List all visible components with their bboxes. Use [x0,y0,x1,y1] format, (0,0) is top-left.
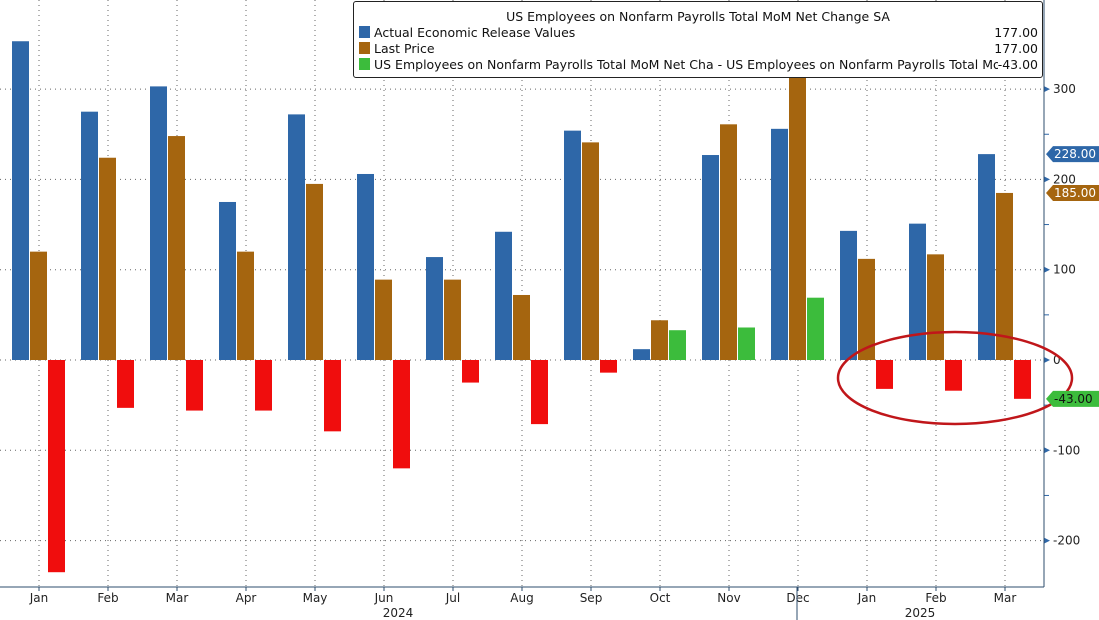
legend-label: Last Price [374,40,435,56]
bar-last-price [168,136,185,360]
tick-mark [1044,357,1050,363]
legend-swatch [359,42,370,54]
tick-mark [1044,176,1050,183]
bar-actual [12,41,29,361]
chart-title: US Employees on Nonfarm Payrolls Total M… [506,9,890,24]
bar-difference [531,360,548,425]
bar-last-price [996,192,1013,360]
legend-item-last-price: Last Price 177.00 [354,40,1042,56]
x-tick-label: Mar [166,591,189,605]
y-tick-label: -200 [1053,534,1080,548]
bar-actual [909,223,926,360]
bar-last-price [651,320,668,360]
bar-last-price [237,251,254,360]
y-tick-label: 100 [1053,263,1076,277]
legend-label: US Employees on Nonfarm Payrolls Total M… [374,56,998,72]
bar-actual [633,349,650,360]
x-tick-label: Sep [580,591,603,605]
legend-item-difference: US Employees on Nonfarm Payrolls Total M… [354,56,1042,72]
bar-difference [669,330,686,360]
bar-actual [840,230,857,360]
bar-actual [978,154,995,360]
bar-actual [426,257,443,360]
y-tick-label: 200 [1053,172,1076,186]
legend-swatch [359,58,370,70]
tick-mark [1044,86,1050,93]
tick-mark [1044,447,1050,454]
bar-actual [357,173,374,360]
y-tick-label: 0 [1053,353,1061,367]
tick-mark [1044,266,1050,273]
year-label: 2025 [905,606,936,620]
bar-difference [117,360,134,408]
bar-last-price [927,254,944,360]
legend-swatch [359,26,370,38]
y-tick-label: 300 [1053,82,1076,96]
bar-last-price [582,142,599,360]
legend: US Employees on Nonfarm Payrolls Total M… [353,1,1043,78]
bar-last-price [858,258,875,360]
legend-label: Actual Economic Release Values [374,24,576,40]
bar-difference [600,360,617,373]
bar-last-price [444,279,461,360]
x-tick-label: Aug [510,591,533,605]
x-tick-label: Nov [717,591,740,605]
bar-actual [288,114,305,360]
x-tick-label: Jan [857,591,877,605]
last-value-tag [1046,184,1099,201]
bar-actual [219,201,236,360]
bar-difference [462,360,479,383]
legend-item-actual: Actual Economic Release Values 177.00 [354,24,1042,40]
tick-mark [1044,537,1050,544]
x-tick-label: Jan [29,591,49,605]
bar-actual [564,130,581,360]
x-tick-label: Dec [786,591,809,605]
bar-actual [81,111,98,360]
bar-actual [150,86,167,361]
bar-difference [255,360,272,411]
bar-difference [807,297,824,360]
bar-difference [1014,360,1031,399]
legend-value: 177.00 [994,40,1038,56]
y-tick-label: -100 [1053,443,1080,457]
bar-difference [48,360,65,573]
bar-difference [945,360,962,391]
bar-difference [876,360,893,389]
bar-last-price [720,124,737,360]
legend-value: 177.00 [994,24,1038,40]
bar-last-price [306,183,323,360]
x-tick-label: Feb [97,591,118,605]
bar-last-price [99,157,116,360]
x-tick-label: Jul [445,591,460,605]
x-tick-label: Mar [994,591,1017,605]
x-tick-label: Jun [374,591,394,605]
last-value-label: 228.00 [1054,147,1096,161]
last-value-label: -43.00 [1054,392,1093,406]
last-value-tag [1046,390,1099,407]
bar-last-price [789,77,806,361]
bar-actual [771,128,788,360]
x-tick-label: Oct [650,591,671,605]
last-value-label: 185.00 [1054,186,1096,200]
bar-actual [495,231,512,360]
legend-value: -43.00 [997,56,1038,72]
bar-last-price [513,294,530,360]
bar-difference [186,360,203,411]
last-value-tag [1046,146,1099,163]
x-tick-label: Feb [925,591,946,605]
x-tick-label: May [303,591,328,605]
bar-difference [738,327,755,360]
bar-last-price [30,251,47,360]
year-label: 2024 [383,606,414,620]
bar-difference [324,360,341,432]
bar-difference [393,360,410,469]
bar-actual [702,155,719,360]
bar-last-price [375,279,392,360]
annotation-ellipse [836,330,1074,426]
x-tick-label: Apr [236,591,257,605]
